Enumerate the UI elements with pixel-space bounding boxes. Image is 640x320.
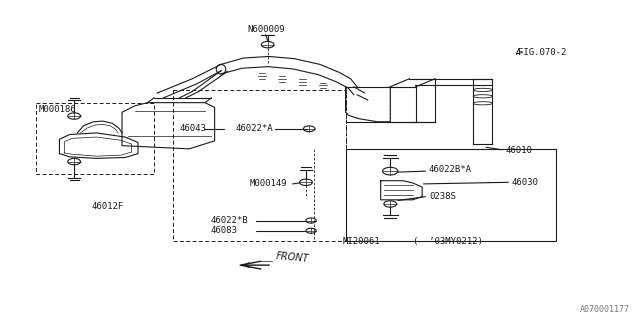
Text: 46022B*A: 46022B*A bbox=[429, 165, 472, 174]
Text: A070001177: A070001177 bbox=[580, 305, 630, 314]
Text: 46012F: 46012F bbox=[92, 202, 124, 211]
Text: 46030: 46030 bbox=[511, 178, 538, 187]
Text: ( -’03MY0212): ( -’03MY0212) bbox=[413, 237, 483, 246]
Text: 46083: 46083 bbox=[210, 226, 237, 235]
Text: FRONT: FRONT bbox=[275, 251, 309, 264]
Text: 46022*B: 46022*B bbox=[210, 216, 248, 225]
Text: N600009: N600009 bbox=[247, 25, 285, 34]
Text: M000149: M000149 bbox=[250, 180, 287, 188]
Text: FIG.070-2: FIG.070-2 bbox=[518, 48, 566, 57]
Text: 46022*A: 46022*A bbox=[236, 124, 273, 132]
Text: MI20061: MI20061 bbox=[342, 237, 380, 246]
Text: 0238S: 0238S bbox=[430, 192, 457, 201]
Text: M000186: M000186 bbox=[39, 105, 77, 114]
Bar bbox=[346, 149, 556, 241]
Text: 46010: 46010 bbox=[505, 146, 532, 155]
Text: 46043: 46043 bbox=[179, 124, 206, 132]
